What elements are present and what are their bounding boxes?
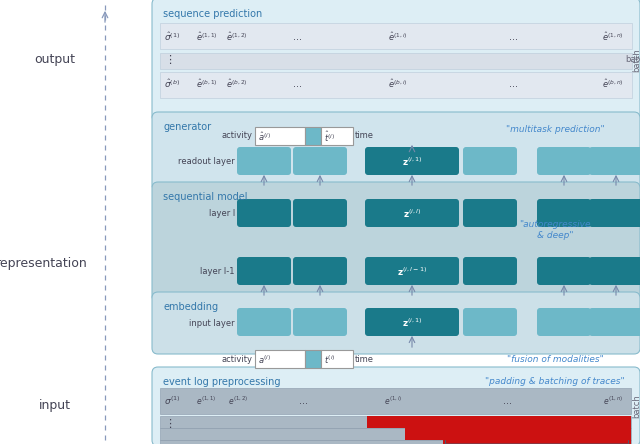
Text: $\hat{a}^{(i)}$: $\hat{a}^{(i)}$ — [258, 131, 271, 143]
Text: ...: ... — [509, 79, 518, 89]
Text: "fusion of modalities": "fusion of modalities" — [507, 356, 604, 365]
Bar — [160, 53, 632, 69]
Text: batch: batch — [625, 56, 640, 64]
FancyBboxPatch shape — [463, 199, 517, 227]
FancyBboxPatch shape — [152, 182, 640, 302]
FancyBboxPatch shape — [537, 257, 591, 285]
FancyBboxPatch shape — [589, 257, 640, 285]
Text: $e^{(1,2)}$: $e^{(1,2)}$ — [228, 395, 248, 407]
FancyBboxPatch shape — [237, 147, 291, 175]
Bar — [160, 428, 631, 440]
Text: ...: ... — [294, 79, 303, 89]
Text: output: output — [35, 53, 76, 67]
Bar — [405, 428, 631, 440]
Text: ...: ... — [504, 396, 513, 406]
Text: $\hat{e}^{(1,2)}$: $\hat{e}^{(1,2)}$ — [226, 31, 248, 43]
FancyBboxPatch shape — [237, 257, 291, 285]
Text: generator: generator — [163, 122, 211, 132]
Text: $\hat{e}^{(b,i)}$: $\hat{e}^{(b,i)}$ — [388, 78, 408, 90]
Text: "padding & batching of traces": "padding & batching of traces" — [485, 377, 625, 386]
FancyBboxPatch shape — [463, 147, 517, 175]
FancyBboxPatch shape — [537, 147, 591, 175]
Text: layer l: layer l — [209, 210, 235, 218]
Text: sequential model: sequential model — [163, 192, 248, 202]
Text: $\mathbf{z}^{(i,l-1)}$: $\mathbf{z}^{(i,l-1)}$ — [397, 266, 427, 278]
Text: batch: batch — [632, 394, 640, 418]
Bar — [321, 350, 353, 368]
Text: $e^{(1,i)}$: $e^{(1,i)}$ — [384, 395, 402, 407]
Bar — [367, 416, 631, 428]
Text: $\hat{t}^{(i)}$: $\hat{t}^{(i)}$ — [324, 130, 335, 144]
Text: ...: ... — [298, 396, 307, 406]
Text: "multitask prediction": "multitask prediction" — [506, 126, 604, 135]
Text: $\vdots$: $\vdots$ — [164, 417, 172, 431]
FancyBboxPatch shape — [152, 0, 640, 122]
FancyBboxPatch shape — [537, 308, 591, 336]
Text: $\mathbf{z}^{(i,l)}$: $\mathbf{z}^{(i,l)}$ — [403, 208, 421, 220]
Bar — [305, 350, 321, 368]
Bar — [160, 388, 631, 414]
Text: activity: activity — [222, 131, 253, 140]
Text: ...: ... — [294, 32, 303, 42]
Text: time: time — [355, 356, 374, 365]
Bar — [160, 23, 632, 49]
Bar — [160, 440, 631, 444]
FancyBboxPatch shape — [293, 308, 347, 336]
Bar — [255, 350, 305, 368]
Text: $\hat{e}^{(b,2)}$: $\hat{e}^{(b,2)}$ — [226, 78, 248, 90]
FancyBboxPatch shape — [537, 199, 591, 227]
FancyBboxPatch shape — [237, 199, 291, 227]
Text: $\vdots$: $\vdots$ — [164, 53, 172, 67]
FancyBboxPatch shape — [152, 112, 640, 191]
FancyBboxPatch shape — [463, 257, 517, 285]
Text: $e^{(1,1)}$: $e^{(1,1)}$ — [196, 395, 216, 407]
FancyBboxPatch shape — [293, 257, 347, 285]
Bar — [321, 127, 353, 145]
Text: "autoregressive
& deep": "autoregressive & deep" — [519, 220, 591, 240]
FancyBboxPatch shape — [589, 308, 640, 336]
Bar — [160, 72, 632, 98]
Text: event log preprocessing: event log preprocessing — [163, 377, 280, 387]
FancyBboxPatch shape — [152, 292, 640, 354]
Text: ...: ... — [509, 32, 518, 42]
Text: $\hat{e}^{(b,n)}$: $\hat{e}^{(b,n)}$ — [602, 78, 624, 90]
Text: input layer: input layer — [189, 318, 235, 328]
Text: $a^{(i)}$: $a^{(i)}$ — [258, 354, 271, 366]
FancyBboxPatch shape — [589, 147, 640, 175]
Text: sequence prediction: sequence prediction — [163, 9, 262, 19]
Bar — [160, 416, 631, 428]
Text: $\sigma^{(1)}$: $\sigma^{(1)}$ — [164, 395, 180, 407]
Text: $t^{(i)}$: $t^{(i)}$ — [324, 354, 336, 366]
Text: readout layer: readout layer — [179, 158, 235, 166]
FancyBboxPatch shape — [365, 308, 459, 336]
Text: input: input — [39, 400, 71, 412]
Text: $\hat{e}^{(b,1)}$: $\hat{e}^{(b,1)}$ — [196, 78, 218, 90]
Text: $\hat{\sigma}^{(1)}$: $\hat{\sigma}^{(1)}$ — [164, 31, 180, 44]
Text: layer l-1: layer l-1 — [200, 267, 235, 277]
FancyBboxPatch shape — [293, 199, 347, 227]
FancyBboxPatch shape — [293, 147, 347, 175]
FancyBboxPatch shape — [463, 308, 517, 336]
Text: $\mathbf{z}^{(i,1)}$: $\mathbf{z}^{(i,1)}$ — [402, 156, 422, 168]
Text: time: time — [355, 131, 374, 140]
FancyBboxPatch shape — [152, 367, 640, 444]
FancyBboxPatch shape — [589, 199, 640, 227]
Text: $\mathbf{z}^{(i,1)}$: $\mathbf{z}^{(i,1)}$ — [402, 317, 422, 329]
Text: batch: batch — [632, 48, 640, 72]
FancyBboxPatch shape — [365, 147, 459, 175]
Text: $\hat{\sigma}^{(b)}$: $\hat{\sigma}^{(b)}$ — [164, 78, 180, 90]
FancyBboxPatch shape — [237, 308, 291, 336]
Text: representation: representation — [0, 257, 88, 270]
Text: embedding: embedding — [163, 302, 218, 312]
FancyBboxPatch shape — [365, 199, 459, 227]
Bar — [443, 440, 631, 444]
Bar — [305, 127, 321, 145]
Text: $\hat{e}^{(1,1)}$: $\hat{e}^{(1,1)}$ — [196, 31, 218, 43]
FancyBboxPatch shape — [365, 257, 459, 285]
Bar — [255, 127, 305, 145]
Text: $\hat{e}^{(1,n)}$: $\hat{e}^{(1,n)}$ — [602, 31, 624, 43]
Text: activity: activity — [222, 356, 253, 365]
Text: $\hat{e}^{(1,i)}$: $\hat{e}^{(1,i)}$ — [388, 31, 408, 43]
Text: $e^{(1,n)}$: $e^{(1,n)}$ — [603, 395, 623, 407]
